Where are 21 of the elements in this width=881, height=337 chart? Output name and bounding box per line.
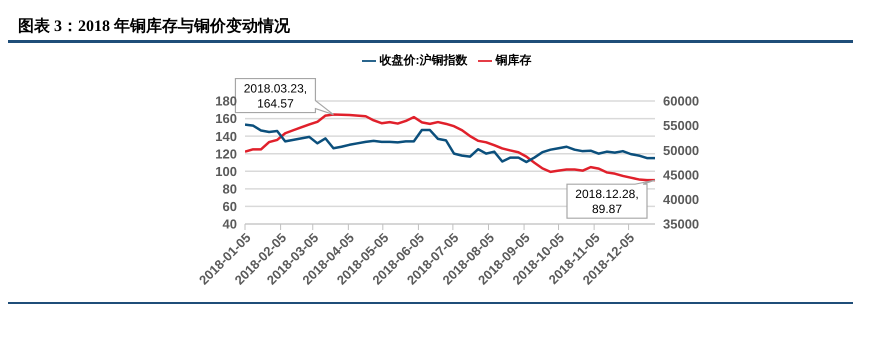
y-tick-label: 180 <box>215 94 237 109</box>
y-tick-label: 60 <box>222 199 237 214</box>
line-series <box>245 113 655 182</box>
y2-tick-label: 40000 <box>663 192 700 208</box>
y2-tick-label: 35000 <box>663 216 700 232</box>
y-tick-label: 80 <box>222 181 237 196</box>
y-tick-label: 100 <box>215 164 237 179</box>
line-series <box>245 123 655 164</box>
legend-label: 收盘价:沪铜指数 <box>380 53 468 67</box>
legend-label: 铜库存 <box>496 53 532 67</box>
annotation: 2018.03.23, 164.57 <box>244 82 308 111</box>
y-tick-label: 140 <box>215 128 237 144</box>
chart-title: 图表 3：2018 年铜库存与铜价变动情况 <box>18 16 290 37</box>
y2-tick-label: 55000 <box>663 118 700 134</box>
y-tick-label: 160 <box>215 111 237 126</box>
y2-tick-label: 60000 <box>663 94 700 109</box>
y-tick-label: 120 <box>215 146 237 162</box>
y2-tick-label: 45000 <box>663 167 700 182</box>
y2-tick-label: 50000 <box>663 142 700 158</box>
y-tick-label: 40 <box>222 216 237 232</box>
annotation: 2018.12.28, 89.87 <box>575 187 639 216</box>
